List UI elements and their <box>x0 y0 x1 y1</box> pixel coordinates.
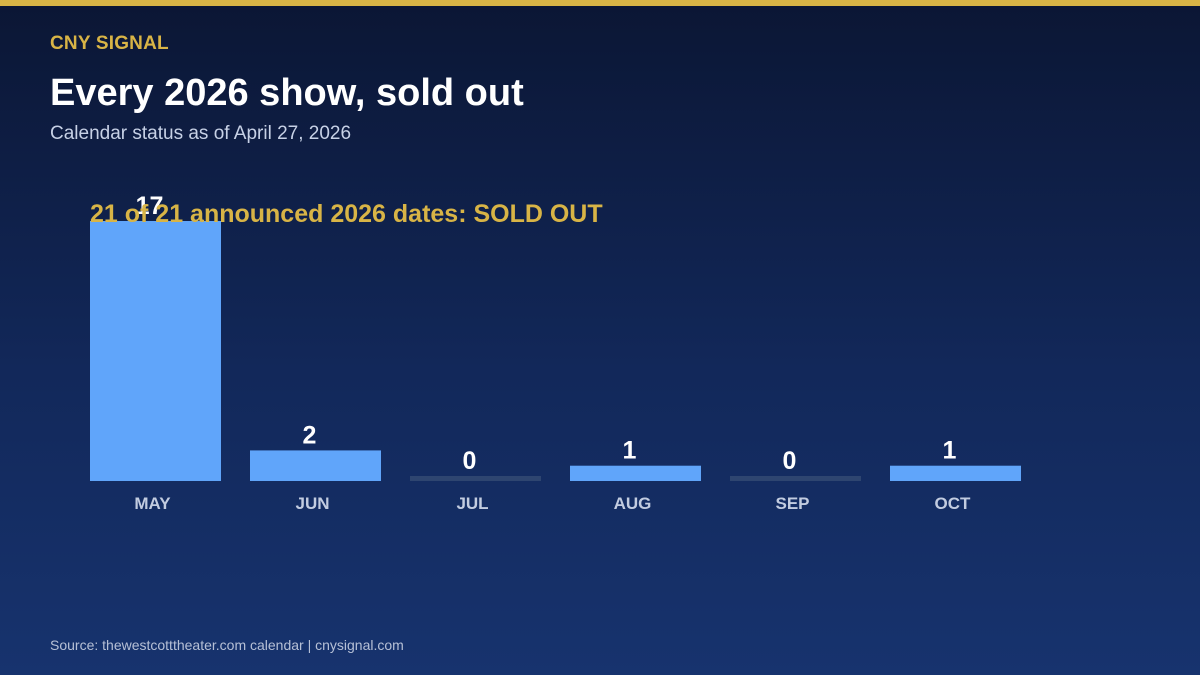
x-tick-may: MAY <box>134 494 171 513</box>
data-label-jun: 2 <box>303 421 317 449</box>
chart-annotation: 21 of 21 announced 2026 dates: SOLD OUT <box>90 200 603 228</box>
x-tick-jun: JUN <box>295 494 329 513</box>
x-tick-oct: OCT <box>935 494 972 513</box>
x-tick-aug: AUG <box>614 494 652 513</box>
page-title: Every 2026 show, sold out <box>50 72 524 114</box>
bar-aug <box>570 465 701 481</box>
source-note: Source: thewestcotttheater.com calendar … <box>50 637 404 653</box>
top-accent-bar <box>0 0 1200 6</box>
x-tick-jul: JUL <box>456 494 488 513</box>
data-label-oct: 1 <box>943 437 957 465</box>
data-label-sep: 0 <box>783 447 797 475</box>
bar-jul <box>410 476 541 481</box>
bar-jun <box>250 450 381 481</box>
data-label-jul: 0 <box>463 447 477 475</box>
brand-label: CNY SIGNAL <box>50 33 169 54</box>
page-subtitle: Calendar status as of April 27, 2026 <box>50 123 352 144</box>
x-tick-sep: SEP <box>775 494 809 513</box>
data-label-aug: 1 <box>623 437 637 465</box>
bar-may <box>90 221 221 481</box>
bar-oct <box>890 465 1021 481</box>
bar-sep <box>730 476 861 481</box>
data-label-may: 17 <box>136 192 164 220</box>
